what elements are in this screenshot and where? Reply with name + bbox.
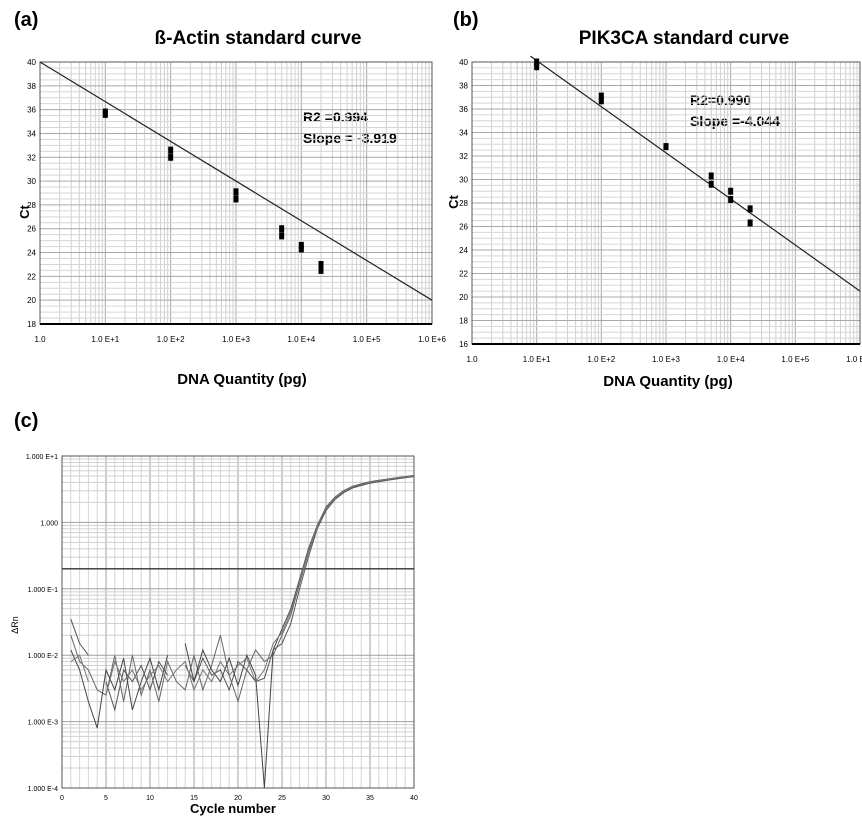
chart-a-data-point [168, 147, 173, 154]
chart-a-y-tick-label: 40 [27, 58, 36, 67]
chart-a-data-point [279, 225, 284, 232]
chart-c-x-tick-label: 30 [322, 795, 330, 802]
chart-b-data-point [728, 188, 733, 195]
chart-b-xlabel: DNA Quantity (pg) [603, 373, 732, 390]
chart-b-x-tick-label: 1.0 E+4 [717, 355, 745, 364]
chart-a-data-point [299, 245, 304, 252]
chart-a-y-tick-label: 38 [27, 82, 36, 91]
chart-a-x-tick-label: 1.0 E+2 [157, 335, 185, 344]
chart-a-x-tick-label: 1.0 E+3 [222, 335, 250, 344]
chart-a-y-tick-label: 20 [27, 296, 36, 305]
chart-a-data-point [103, 111, 108, 118]
chart-a-r2-annotation: R2 =0.994 [303, 109, 368, 125]
chart-b-y-tick-label: 24 [459, 246, 468, 255]
chart-a-x-tick-label: 1.0 [34, 335, 46, 344]
chart-c-x-tick-label: 5 [104, 795, 108, 802]
chart-c-y-tick-label: 1.000 E-3 [28, 720, 58, 727]
chart-c-y-tick-label: 1.000 E-1 [28, 587, 58, 594]
chart-a-data-point [279, 232, 284, 239]
panel-b-letter: (b) [453, 9, 479, 31]
chart-c-ylabel: ΔRn [10, 616, 20, 634]
chart-c-y-tick-label: 1.000 E-2 [28, 653, 58, 660]
chart-b-y-tick-label: 16 [459, 340, 468, 349]
panel-a-letter: (a) [14, 9, 38, 31]
chart-b-y-tick-label: 18 [459, 317, 468, 326]
chart-a-y-tick-label: 36 [27, 106, 36, 115]
chart-a-y-tick-label: 28 [27, 201, 36, 210]
chart-b-y-tick-label: 26 [459, 223, 468, 232]
chart-b-x-tick-label: 1.0 [466, 355, 478, 364]
chart-b-y-tick-label: 32 [459, 152, 468, 161]
chart-c-y-tick-label: 1.000 [40, 520, 58, 527]
chart-c-y-tick-label: 1.000 E-4 [28, 786, 58, 793]
chart-c-x-tick-label: 15 [190, 795, 198, 802]
chart-a-title: ß-Actin standard curve [155, 28, 362, 49]
chart-c-xlabel: Cycle number [190, 801, 276, 816]
chart-a-x-tick-label: 1.0 E+4 [287, 335, 315, 344]
chart-a-y-tick-label: 22 [27, 272, 36, 281]
chart-a-data-point [319, 261, 324, 268]
chart-a-x-tick-label: 1.0 E+6 [418, 335, 446, 344]
chart-b-data-point [748, 219, 753, 226]
chart-b-y-tick-label: 22 [459, 270, 468, 279]
chart-c-x-tick-label: 0 [60, 795, 64, 802]
chart-a-slope-annotation: Slope = -3.919 [303, 130, 397, 146]
chart-b-y-tick-label: 34 [459, 129, 468, 138]
chart-b-data-point [709, 172, 714, 179]
chart-b-data-point [599, 97, 604, 104]
chart-c-x-tick-label: 35 [366, 795, 374, 802]
chart-b-y-tick-label: 20 [459, 293, 468, 302]
chart-a-x-tick-label: 1.0 E+1 [91, 335, 119, 344]
chart-a-xlabel: DNA Quantity (pg) [177, 371, 306, 388]
chart-a-y-tick-label: 24 [27, 249, 36, 258]
chart-b-y-tick-label: 36 [459, 105, 468, 114]
chart-a-y-tick-label: 30 [27, 177, 36, 186]
chart-a-data-point [234, 195, 239, 202]
chart-b-x-tick-label: 1.0 E+6 [846, 355, 862, 364]
chart-a-y-tick-label: 34 [27, 129, 36, 138]
chart-a-data-point [168, 154, 173, 161]
chart-a-y-tick-label: 26 [27, 225, 36, 234]
chart-b-data-point [728, 196, 733, 203]
chart-a-x-tick-label: 1.0 E+5 [353, 335, 381, 344]
chart-c-x-tick-label: 20 [234, 795, 242, 802]
chart-b: 16 18 20 22 24 26 28 30 32 34 36 38 40 1.0 1.0 E+1 1.0 … [459, 56, 862, 364]
chart-a-data-point [234, 188, 239, 195]
chart-b-y-tick-label: 40 [459, 58, 468, 67]
chart-a: 18 20 22 24 26 28 30 32 34 36 38 40 1.0 1.0 E+1 1.0 E+… [27, 58, 446, 344]
chart-b-x-tick-label: 1.0 E+1 [523, 355, 551, 364]
chart-b-x-tick-label: 1.0 E+2 [587, 355, 615, 364]
chart-c-x-tick-label: 25 [278, 795, 286, 802]
chart-a-y-tick-label: 32 [27, 153, 36, 162]
chart-c-x-tick-label: 10 [146, 795, 154, 802]
chart-b-x-tick-label: 1.0 E+5 [781, 355, 809, 364]
chart-b-x-tick-label: 1.0 E+3 [652, 355, 680, 364]
chart-b-data-point [534, 63, 539, 70]
chart-c: 1.000 E-4 1.000 E-3 1.000 E-2 1.000 E-1 1.00… [26, 454, 418, 802]
chart-b-data-point [748, 205, 753, 212]
chart-b-y-tick-label: 30 [459, 176, 468, 185]
chart-b-title: PIK3CA standard curve [579, 28, 789, 49]
chart-b-data-point [709, 181, 714, 188]
panel-c-letter: (c) [14, 410, 38, 432]
chart-b-y-tick-label: 38 [459, 82, 468, 91]
chart-b-y-tick-label: 28 [459, 199, 468, 208]
chart-a-data-point [319, 267, 324, 274]
chart-c-y-tick-label: 1.000 E+1 [26, 454, 58, 461]
chart-b-data-point [664, 143, 669, 150]
chart-a-y-tick-label: 18 [27, 320, 36, 329]
chart-c-x-tick-label: 40 [410, 795, 418, 802]
